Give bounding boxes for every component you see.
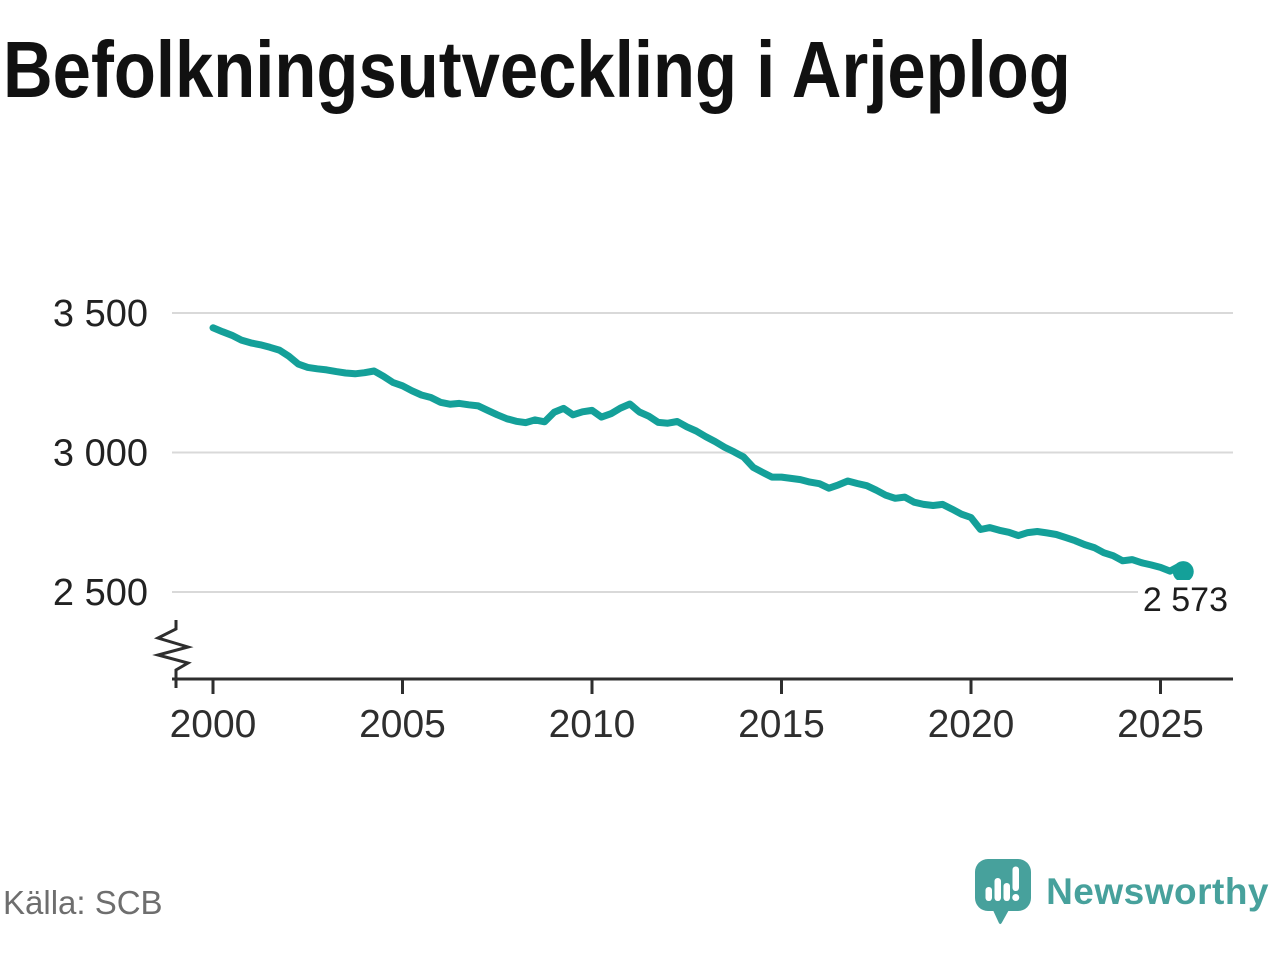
y-axis-break-icon bbox=[152, 620, 194, 688]
newsworthy-speech-bubble-bar-chart-icon bbox=[975, 859, 1032, 925]
y-tick-label: 2 500 bbox=[53, 572, 148, 614]
chart-title: Befolkningsutveckling i Arjeplog bbox=[3, 25, 1071, 114]
x-tick-label: 2005 bbox=[359, 703, 446, 746]
end-point-dot bbox=[1172, 561, 1194, 583]
x-tick-label: 2025 bbox=[1117, 703, 1204, 746]
population-line bbox=[209, 324, 1187, 576]
y-tick-label: 3 000 bbox=[53, 433, 148, 475]
latest-value-label: 2 573 bbox=[1137, 580, 1233, 621]
source-label: Källa: SCB bbox=[3, 884, 163, 921]
x-tick-label: 2010 bbox=[549, 703, 636, 746]
x-tick-label: 2020 bbox=[928, 703, 1015, 746]
newsworthy-logo: Newsworthy bbox=[974, 856, 1269, 928]
x-tick-label: 2015 bbox=[738, 703, 825, 746]
y-tick-label: 3 500 bbox=[53, 293, 148, 335]
data-layer bbox=[209, 324, 1194, 583]
grid-layer: 3 500 3 000 2 500 2000 2005 2010 2015 2020 2025 bbox=[53, 293, 1233, 746]
x-tick-label: 2000 bbox=[170, 703, 257, 746]
newsworthy-wordmark: Newsworthy bbox=[1046, 871, 1269, 912]
